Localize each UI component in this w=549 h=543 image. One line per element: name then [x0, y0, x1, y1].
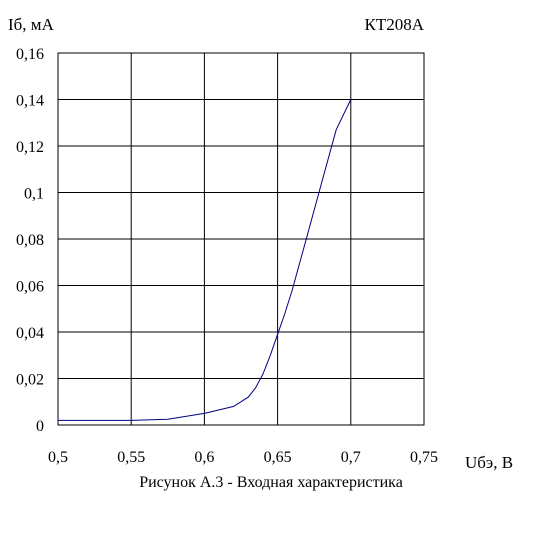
- x-tick-label: 0,5: [48, 449, 68, 466]
- grid: [57, 52, 425, 426]
- y-tick-label: 0,1: [24, 186, 44, 203]
- y-axis-label: Iб, мА: [8, 15, 55, 34]
- y-tick-label: 0,14: [16, 93, 44, 110]
- plot-frame: [57, 52, 425, 426]
- x-axis-label: Uбэ, В: [465, 453, 513, 472]
- chart-title: КТ208А: [365, 15, 425, 34]
- x-tick-label: 0,6: [194, 449, 214, 466]
- x-tick-label: 0,7: [341, 449, 361, 466]
- x-tick-label: 0,75: [410, 449, 438, 466]
- series-line: [58, 99, 352, 421]
- x-tick-label: 0,55: [117, 449, 145, 466]
- y-tick-labels: 0 0,02 0,04 0,06 0,08 0,1 0,12 0,14 0,16: [16, 46, 44, 435]
- figure-caption: Рисунок А.3 - Входная характеристика: [139, 474, 403, 491]
- y-tick-label: 0,06: [16, 279, 44, 296]
- y-tick-label: 0,16: [16, 46, 44, 63]
- y-tick-label: 0: [36, 418, 44, 435]
- y-tick-label: 0,04: [16, 325, 44, 342]
- y-tick-label: 0,12: [16, 139, 44, 156]
- y-tick-label: 0,02: [16, 372, 44, 389]
- x-tick-label: 0,65: [264, 449, 292, 466]
- y-tick-label: 0,08: [16, 232, 44, 249]
- x-tick-labels: 0,5 0,55 0,6 0,65 0,7 0,75: [48, 449, 438, 466]
